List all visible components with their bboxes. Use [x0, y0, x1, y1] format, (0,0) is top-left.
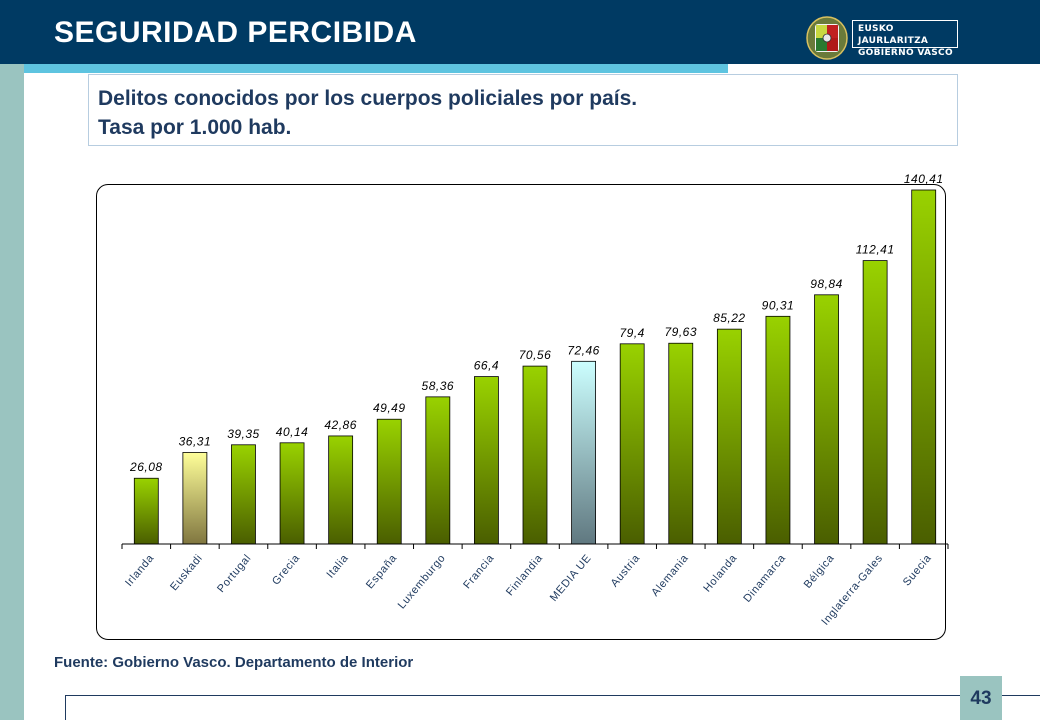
- bar-italia: [328, 435, 354, 545]
- category-label: Italia: [324, 552, 351, 580]
- value-label: 58,36: [422, 379, 455, 393]
- bar-francia: [474, 376, 499, 545]
- government-logo-text: EUSKO JAURLARITZA GOBIERNO VASCO: [852, 20, 958, 58]
- value-label: 26,08: [129, 460, 163, 474]
- subtitle-line-2: Tasa por 1.000 hab.: [98, 116, 292, 139]
- bar-irlanda: [133, 477, 159, 545]
- left-sidebar-band: [0, 64, 24, 720]
- category-label: Alemania: [649, 552, 691, 599]
- bar-portugal: [231, 444, 256, 545]
- bar-luxemburgo: [425, 396, 451, 545]
- coat-of-arms-icon: [806, 16, 848, 60]
- value-label: 49,49: [373, 401, 406, 415]
- category-label: Irlanda: [123, 552, 157, 589]
- value-label: 72,46: [567, 343, 600, 357]
- value-label: 85,22: [713, 311, 746, 325]
- bar-austria: [619, 343, 645, 545]
- value-label: 90,31: [762, 298, 795, 312]
- value-label: 42,86: [324, 418, 357, 432]
- subtitle-line-1: Delitos conocidos por los cuerpos polici…: [98, 87, 638, 110]
- bar-inglaterra-gales: [862, 260, 888, 545]
- bar-dinamarca: [765, 315, 791, 545]
- category-label: Dinamarca: [741, 552, 788, 605]
- header-bar: SEGURIDAD PERCIBIDA: [0, 0, 1040, 64]
- category-label: Euskadi: [168, 552, 205, 593]
- category-label: Portugal: [215, 552, 254, 595]
- category-label: Finlandia: [504, 552, 546, 598]
- bar-euskadi: [182, 452, 208, 545]
- category-label: MEDIA UE: [548, 552, 594, 604]
- bar-holanda: [716, 328, 742, 545]
- value-label: 98,84: [810, 277, 843, 291]
- value-label: 79,4: [619, 326, 644, 340]
- footer-divider: [65, 695, 1040, 696]
- bar-suecia: [911, 189, 937, 545]
- logo-line-1: EUSKO JAURLARITZA: [858, 24, 929, 46]
- category-label: Bélgica: [802, 552, 837, 591]
- category-label: Francia: [461, 552, 497, 591]
- value-label: 112,41: [856, 243, 895, 257]
- value-label: 40,14: [276, 425, 309, 439]
- subtitle-frame: [88, 74, 958, 146]
- category-label: Suecia: [901, 552, 934, 588]
- value-label: 79,63: [664, 325, 697, 339]
- bar-alemania: [668, 342, 694, 545]
- bar-espa-a: [376, 418, 402, 545]
- bar-b-lgica: [814, 294, 839, 545]
- value-label: 70,56: [519, 348, 552, 362]
- chart-frame: [96, 184, 946, 640]
- category-label: Holanda: [701, 552, 739, 595]
- category-label: Luxemburgo: [396, 552, 448, 611]
- bar-media-ue: [571, 360, 596, 545]
- category-label: Austria: [609, 552, 643, 589]
- footer-divider-tick: [65, 695, 66, 720]
- category-label: España: [364, 552, 400, 591]
- value-label: 36,31: [179, 434, 212, 448]
- logo-line-2: GOBIERNO VASCO: [858, 48, 953, 58]
- value-label: 140,41: [904, 172, 944, 186]
- value-label: 39,35: [227, 427, 260, 441]
- page-number: 43: [960, 676, 1002, 720]
- value-label: 66,4: [474, 359, 499, 373]
- source-note: Fuente: Gobierno Vasco. Departamento de …: [54, 654, 414, 671]
- chart-subtitle: Delitos conocidos por los cuerpos polici…: [98, 84, 637, 142]
- page-title: SEGURIDAD PERCIBIDA: [54, 16, 417, 49]
- bar-finlandia: [522, 365, 548, 545]
- accent-stripe: [0, 64, 728, 73]
- bar-grecia: [279, 442, 305, 545]
- category-label: Grecia: [270, 552, 303, 588]
